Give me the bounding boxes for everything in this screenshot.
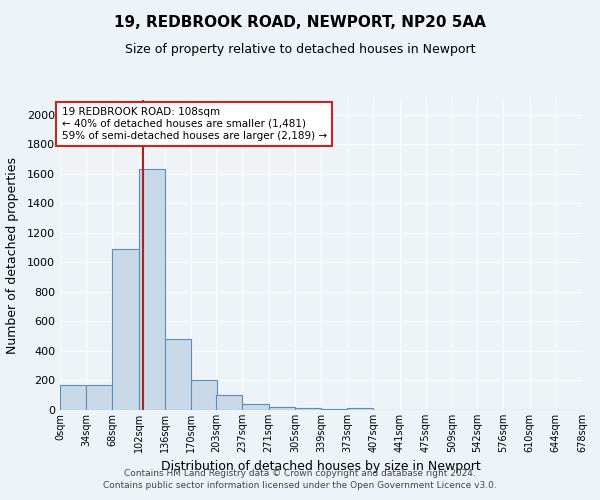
Bar bbox=[216, 395, 242, 410]
Bar bbox=[242, 404, 269, 410]
Bar bbox=[165, 339, 191, 410]
Text: Contains HM Land Registry data © Crown copyright and database right 2024.: Contains HM Land Registry data © Crown c… bbox=[124, 468, 476, 477]
Y-axis label: Number of detached properties: Number of detached properties bbox=[5, 156, 19, 354]
Text: 19 REDBROOK ROAD: 108sqm
← 40% of detached houses are smaller (1,481)
59% of sem: 19 REDBROOK ROAD: 108sqm ← 40% of detach… bbox=[62, 108, 326, 140]
Bar bbox=[191, 380, 217, 410]
Bar bbox=[112, 249, 139, 410]
Bar bbox=[269, 407, 295, 410]
Bar bbox=[347, 408, 373, 410]
Text: 19, REDBROOK ROAD, NEWPORT, NP20 5AA: 19, REDBROOK ROAD, NEWPORT, NP20 5AA bbox=[114, 15, 486, 30]
Bar bbox=[86, 385, 112, 410]
Text: Size of property relative to detached houses in Newport: Size of property relative to detached ho… bbox=[125, 42, 475, 56]
Bar bbox=[60, 385, 86, 410]
X-axis label: Distribution of detached houses by size in Newport: Distribution of detached houses by size … bbox=[161, 460, 481, 473]
Bar bbox=[295, 408, 321, 410]
Text: Contains public sector information licensed under the Open Government Licence v3: Contains public sector information licen… bbox=[103, 481, 497, 490]
Bar bbox=[321, 408, 347, 410]
Bar bbox=[139, 170, 165, 410]
